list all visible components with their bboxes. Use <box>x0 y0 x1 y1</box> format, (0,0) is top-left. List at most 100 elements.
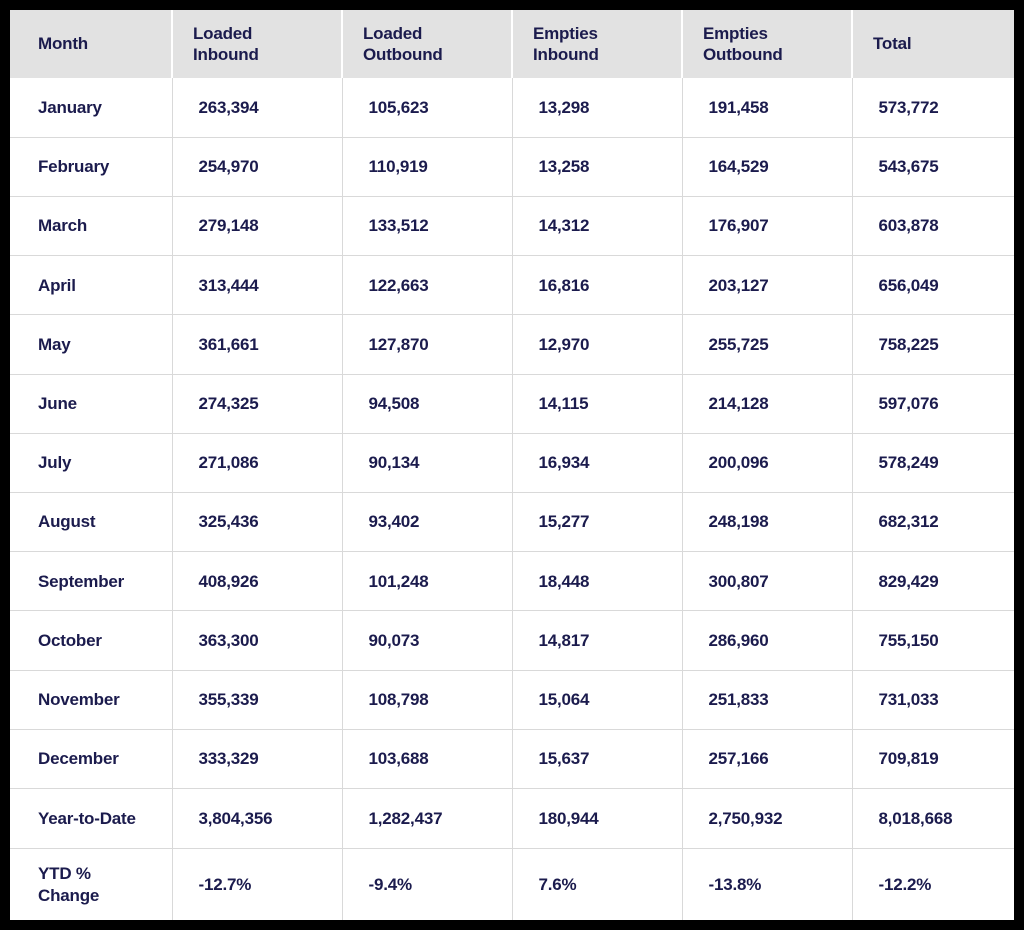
table-row: YTD % Change -12.7% -9.4% 7.6% -13.8% -12.2% <box>10 848 1014 920</box>
row-label: January <box>10 78 173 138</box>
column-header: Month <box>10 10 173 78</box>
row-label: November <box>10 669 173 730</box>
row-label: April <box>10 255 173 315</box>
value-cell: 325,436 <box>172 491 343 552</box>
value-cell: 108,798 <box>342 669 513 730</box>
value-cell: 263,394 <box>172 78 343 138</box>
table-row: February 254,970 110,919 13,258 164,529 543,6… <box>10 136 1014 197</box>
table-row: Year-to-Date 3,804,356 1,282,437 180,944 2,7… <box>10 787 1014 849</box>
value-cell: 313,444 <box>172 255 343 315</box>
table-row: March 279,148 133,512 14,312 176,907 603,878 <box>10 195 1014 256</box>
table-row: May 361,661 127,870 12,970 255,725 758,225 <box>10 314 1014 375</box>
value-cell: 731,033 <box>852 669 1014 730</box>
value-cell: 578,249 <box>852 432 1014 493</box>
column-header: Empties Outbound <box>682 10 853 78</box>
value-cell: 13,258 <box>512 136 683 197</box>
value-cell: 103,688 <box>342 728 513 789</box>
value-cell: -12.2% <box>852 848 1014 920</box>
value-cell: 90,073 <box>342 610 513 671</box>
row-label: May <box>10 314 173 375</box>
value-cell: 300,807 <box>682 551 853 611</box>
value-cell: 408,926 <box>172 551 343 611</box>
value-cell: 101,248 <box>342 551 513 611</box>
value-cell: 597,076 <box>852 373 1014 434</box>
value-cell: 15,637 <box>512 728 683 789</box>
value-cell: 709,819 <box>852 728 1014 789</box>
value-cell: 16,934 <box>512 432 683 493</box>
column-header: Loaded Inbound <box>172 10 343 78</box>
value-cell: 14,115 <box>512 373 683 434</box>
table-row: November 355,339 108,798 15,064 251,833 731,0… <box>10 669 1014 730</box>
value-cell: 15,277 <box>512 491 683 552</box>
value-cell: 257,166 <box>682 728 853 789</box>
row-label: Year-to-Date <box>10 787 173 849</box>
value-cell: -9.4% <box>342 848 513 920</box>
value-cell: 279,148 <box>172 195 343 256</box>
row-label: August <box>10 491 173 552</box>
value-cell: 90,134 <box>342 432 513 493</box>
value-cell: 573,772 <box>878 97 939 117</box>
value-cell: 755,150 <box>852 610 1014 671</box>
row-label: March <box>10 195 173 256</box>
value-cell: 254,970 <box>172 136 343 197</box>
value-cell: 274,325 <box>172 373 343 434</box>
value-cell: 829,429 <box>852 551 1014 611</box>
monthly-volume-table: Month Loaded Inbound Loaded Outbound Emptie… <box>10 10 1014 920</box>
value-cell: 110,919 <box>342 136 513 197</box>
value-cell: 164,529 <box>682 136 853 197</box>
value-cell: 15,064 <box>512 669 683 730</box>
row-label: February <box>10 136 173 197</box>
value-cell: 2,750,932 <box>682 787 853 849</box>
value-cell: 255,725 <box>682 314 853 375</box>
value-cell: -12.7% <box>172 848 343 920</box>
table-row: August 325,436 93,402 15,277 248,198 682,312 <box>10 491 1014 552</box>
table-header: Month Loaded Inbound Loaded Outbound Emptie… <box>10 10 1014 78</box>
value-cell: 251,833 <box>682 669 853 730</box>
row-label: October <box>10 610 173 671</box>
row-label: December <box>10 728 173 789</box>
column-header: Total <box>852 10 1014 78</box>
row-label: September <box>10 551 173 611</box>
value-cell: 16,816 <box>512 255 683 315</box>
table-row: October 363,300 90,073 14,817 286,960 755,150 <box>10 610 1014 671</box>
column-header: Loaded Outbound <box>342 10 513 78</box>
value-cell: 14,817 <box>512 610 683 671</box>
value-cell: 363,300 <box>172 610 343 671</box>
header-row: Month Loaded Inbound Loaded Outbound Emptie… <box>10 10 1014 78</box>
value-cell: 133,512 <box>342 195 513 256</box>
value-cell: 603,878 <box>852 195 1014 256</box>
table-row: January 263,394 105,623 13,298 191,458 573,77… <box>10 78 1014 138</box>
value-cell: 176,907 <box>682 195 853 256</box>
table-row: April 313,444 122,663 16,816 203,127 656,049 <box>10 255 1014 315</box>
value-cell: 18,448 <box>512 551 683 611</box>
value-cell: 180,944 <box>512 787 683 849</box>
value-cell: 355,339 <box>172 669 343 730</box>
value-cell: 286,960 <box>682 610 853 671</box>
value-cell: 122,663 <box>342 255 513 315</box>
value-cell: 127,870 <box>342 314 513 375</box>
value-cell: -13.8% <box>682 848 853 920</box>
value-cell: 7.6% <box>512 848 683 920</box>
value-cell: 758,225 <box>852 314 1014 375</box>
monthly-volume-table-container: Month Loaded Inbound Loaded Outbound Emptie… <box>10 10 1014 920</box>
value-cell: 682,312 <box>852 491 1014 552</box>
table-row: June 274,325 94,508 14,115 214,128 597,076 <box>10 373 1014 434</box>
column-header: Empties Inbound <box>512 10 683 78</box>
value-cell: 12,970 <box>512 314 683 375</box>
value-cell: 200,096 <box>682 432 853 493</box>
value-cell: 271,086 <box>172 432 343 493</box>
table-row: December 333,329 103,688 15,637 257,166 709,8… <box>10 728 1014 789</box>
value-cell: 191,458 <box>682 78 853 138</box>
table-row: September 408,926 101,248 18,448 300,807 829,… <box>10 551 1014 611</box>
value-cell: 333,329 <box>172 728 343 789</box>
value-cell: 361,661 <box>172 314 343 375</box>
value-cell: 543,675 <box>852 136 1014 197</box>
value-cell: 13,298 <box>512 78 683 138</box>
row-label: YTD % Change <box>10 848 173 920</box>
value-cell: 8,018,668 <box>852 787 1014 849</box>
table-body: January 263,394 105,623 13,298 191,458 573,77… <box>10 78 1014 920</box>
value-cell: 94,508 <box>342 373 513 434</box>
value-cell: 656,049 <box>852 255 1014 315</box>
value-cell: 214,128 <box>682 373 853 434</box>
value-cell: 105,623 <box>342 78 513 138</box>
